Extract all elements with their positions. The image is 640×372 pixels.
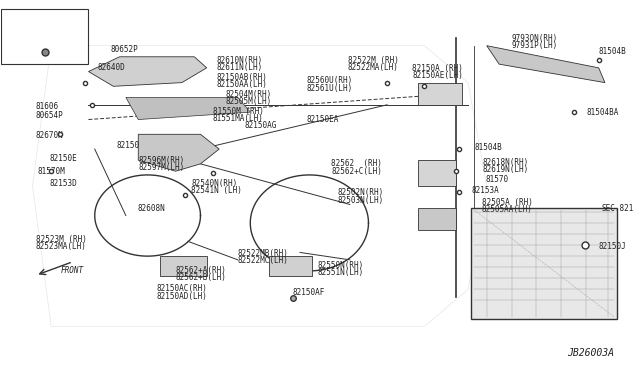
Text: 82562+B(LH): 82562+B(LH) [175, 273, 227, 282]
Polygon shape [138, 134, 219, 171]
Bar [419, 160, 456, 186]
Text: 82150AD(LH): 82150AD(LH) [157, 292, 208, 301]
Text: 5WAG,SL: 5WAG,SL [17, 18, 52, 27]
Text: 82610N(RH): 82610N(RH) [216, 56, 262, 65]
Text: 81504B: 81504B [474, 143, 502, 152]
Text: 82522MB(RH): 82522MB(RH) [238, 249, 289, 258]
Text: 82153D: 82153D [50, 179, 77, 187]
Text: 81504BA: 81504BA [586, 108, 619, 117]
Text: 82670N: 82670N [36, 131, 63, 140]
Bar [419, 208, 456, 230]
Text: 82562  (RH): 82562 (RH) [331, 159, 382, 169]
Text: 80654P: 80654P [36, 111, 63, 121]
Text: 82619N(LH): 82619N(LH) [483, 165, 529, 174]
Bar [419, 83, 462, 105]
Text: 82504M(RH): 82504M(RH) [225, 90, 271, 99]
Text: 82502N(RH): 82502N(RH) [337, 188, 383, 197]
Text: 82618N(RH): 82618N(RH) [483, 157, 529, 167]
Text: 82562+A(RH): 82562+A(RH) [175, 266, 227, 275]
Text: FRONT: FRONT [61, 266, 84, 275]
Text: 82640D: 82640D [98, 63, 125, 72]
Text: 82150A (RH): 82150A (RH) [412, 64, 463, 73]
Text: 81570: 81570 [486, 175, 509, 184]
Bar [160, 256, 207, 276]
Text: 82150J: 82150J [598, 243, 627, 251]
Text: 82611N(LH): 82611N(LH) [216, 63, 262, 72]
Text: 82608N: 82608N [137, 203, 164, 213]
Text: 82503N(LH): 82503N(LH) [337, 196, 383, 205]
Polygon shape [126, 97, 250, 119]
Text: 81551MA(LH): 81551MA(LH) [213, 114, 264, 123]
Text: 97931P(LH): 97931P(LH) [511, 41, 558, 50]
Text: 82560U(RH): 82560U(RH) [307, 76, 353, 85]
Text: 82561U(LH): 82561U(LH) [307, 84, 353, 93]
Text: 82150AF: 82150AF [292, 288, 325, 297]
Text: 82150AE(LH): 82150AE(LH) [412, 71, 463, 80]
Text: 82596M(RH): 82596M(RH) [138, 155, 184, 165]
Text: 81504B: 81504B [598, 47, 627, 56]
Text: 82523MA(LH): 82523MA(LH) [36, 243, 86, 251]
Text: 82150AC(RH): 82150AC(RH) [157, 284, 208, 293]
Text: 82150AG: 82150AG [244, 121, 276, 129]
Text: 81570M: 81570M [38, 167, 65, 176]
Text: 82522MA(LH): 82522MA(LH) [348, 63, 399, 72]
Text: 81550M (RH): 81550M (RH) [213, 106, 264, 116]
Text: 81606: 81606 [31, 29, 58, 38]
Text: 82150EA: 82150EA [307, 115, 339, 124]
Text: 80652P: 80652P [110, 45, 138, 54]
Text: 82540N(RH): 82540N(RH) [191, 179, 237, 187]
Text: 82562+C(LH): 82562+C(LH) [331, 167, 382, 176]
Text: 82522MC(LH): 82522MC(LH) [238, 256, 289, 265]
Text: 82153A: 82153A [471, 186, 499, 195]
Text: 82505M(LH): 82505M(LH) [225, 97, 271, 106]
Bar [471, 208, 618, 319]
Text: JB26003A: JB26003A [567, 348, 614, 358]
Text: 82597M(LH): 82597M(LH) [138, 163, 184, 172]
Text: 82550N(RH): 82550N(RH) [317, 261, 364, 270]
Bar [269, 256, 312, 276]
Text: SEC.821: SEC.821 [602, 204, 634, 214]
Text: 82505A (RH): 82505A (RH) [482, 198, 532, 207]
Text: 82150AA(LH): 82150AA(LH) [216, 80, 267, 89]
Text: 82522M (RH): 82522M (RH) [348, 56, 399, 65]
Text: 82541N (LH): 82541N (LH) [191, 186, 242, 195]
Text: 9793ON(RH): 9793ON(RH) [511, 34, 558, 43]
Text: 82150: 82150 [116, 141, 140, 150]
Text: 81606: 81606 [36, 102, 59, 111]
Text: 82150E: 82150E [50, 154, 77, 163]
Text: 82505AA(LH): 82505AA(LH) [482, 205, 532, 215]
Text: 82150AB(RH): 82150AB(RH) [216, 73, 267, 81]
Text: 82523M (RH): 82523M (RH) [36, 235, 86, 244]
Text: 82551N(LH): 82551N(LH) [317, 268, 364, 277]
Polygon shape [88, 57, 207, 86]
FancyBboxPatch shape [1, 9, 88, 64]
Polygon shape [486, 46, 605, 83]
